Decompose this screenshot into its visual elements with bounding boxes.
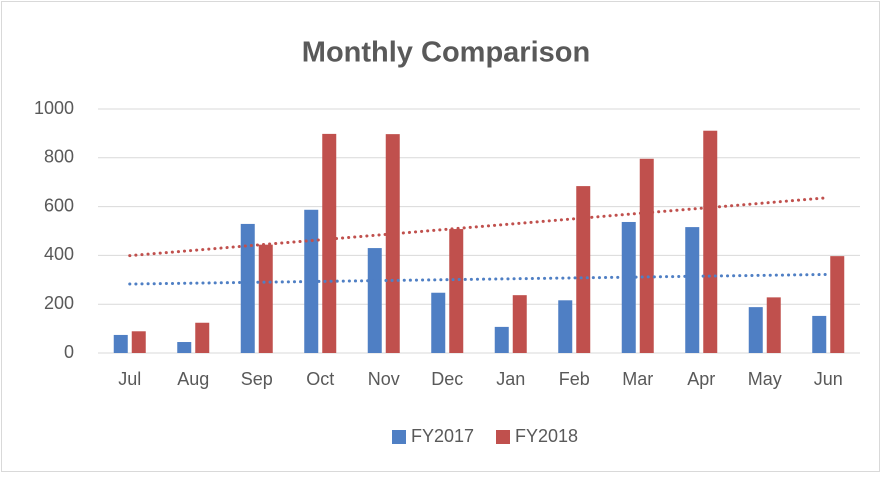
x-tick-label: Aug — [177, 369, 209, 389]
x-tick-label: Jan — [496, 369, 525, 389]
legend-label: FY2018 — [515, 426, 578, 446]
chart-title: Monthly Comparison — [302, 37, 590, 69]
y-tick-label: 200 — [44, 293, 74, 313]
bar — [639, 158, 654, 353]
legend-swatch — [392, 430, 406, 444]
bar — [449, 229, 464, 353]
x-tick-label: Nov — [368, 369, 400, 389]
x-tick-label: Jul — [118, 369, 141, 389]
bar — [385, 134, 400, 353]
bar — [367, 248, 382, 353]
bar — [812, 315, 827, 353]
bar — [685, 227, 700, 353]
bar — [621, 221, 636, 353]
y-tick-label: 600 — [44, 195, 74, 215]
x-tick-label: May — [748, 369, 782, 389]
bar — [258, 244, 273, 353]
y-tick-label: 0 — [64, 342, 74, 362]
y-tick-label: 400 — [44, 244, 74, 264]
x-tick-label: Oct — [306, 369, 334, 389]
y-tick-label: 800 — [44, 147, 74, 167]
legend-label: FY2017 — [411, 426, 474, 446]
bar — [195, 322, 210, 353]
bar — [558, 300, 573, 353]
x-tick-label: Sep — [241, 369, 273, 389]
bar — [494, 326, 509, 353]
bar — [703, 130, 718, 353]
bar — [766, 297, 781, 353]
x-tick-label: Apr — [687, 369, 715, 389]
x-tick-label: Dec — [431, 369, 463, 389]
bar — [322, 133, 337, 353]
bar — [512, 295, 527, 353]
bar — [830, 256, 845, 353]
x-tick-label: Mar — [622, 369, 653, 389]
y-tick-label: 1000 — [34, 98, 74, 118]
legend-swatch — [496, 430, 510, 444]
bar — [177, 342, 192, 353]
bar — [431, 292, 446, 353]
trendline — [128, 272, 830, 286]
bar — [576, 186, 591, 353]
bar — [113, 334, 128, 353]
bar — [748, 307, 763, 353]
bar — [240, 223, 255, 353]
x-tick-label: Jun — [814, 369, 843, 389]
bar — [131, 331, 146, 353]
trendline — [128, 196, 830, 258]
x-tick-label: Feb — [559, 369, 590, 389]
